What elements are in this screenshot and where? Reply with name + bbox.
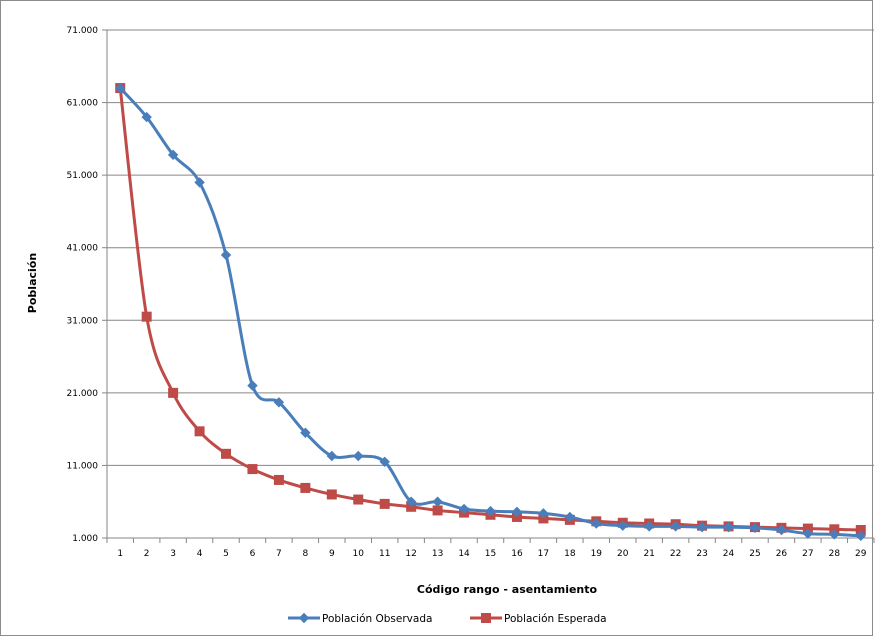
y-tick-label: 11.000 [67,461,99,471]
data-point [167,149,179,161]
x-tick-label: 28 [829,549,841,559]
legend: Población Observada Población Esperada [288,612,607,625]
legend-item-esperada: Población Esperada [470,613,607,625]
data-point [458,503,470,515]
y-axis-title: Población [26,253,39,313]
x-tick-labels: 1 2 3 4 5 6 7 8 9 10 11 12 13 14 15 16 17 18 19 20 21 22 23 24 2… [117,549,866,559]
x-tick-label: 21 [643,549,654,559]
data-point [353,494,364,505]
x-tick-label: 4 [197,549,203,559]
data-point [538,508,549,519]
data-point [115,82,126,94]
series-esperada [115,83,866,536]
x-tick-label: 23 [696,549,707,559]
y-tick-label: 21.000 [67,389,99,399]
data-point [221,448,232,459]
series-observada [115,82,866,542]
series-line [118,87,861,532]
x-axis-title: Código rango - asentamiento [417,583,598,596]
x-tick-label: 17 [538,549,549,559]
x-tick-label: 20 [617,549,629,559]
data-point [194,426,205,437]
gridlines [107,29,874,539]
data-point [696,521,708,533]
x-tick-label: 12 [405,549,416,559]
x-tick-label: 15 [485,549,496,559]
data-point [353,450,364,462]
x-tick-label: 14 [458,549,470,559]
data-point [141,111,152,123]
data-point [776,524,787,536]
data-point [379,456,390,468]
x-tick-label: 19 [591,549,603,559]
y-tick-label: 1.000 [72,534,98,544]
x-tick-label: 10 [353,549,365,559]
data-point [247,464,258,475]
data-point [723,521,734,533]
data-point [564,511,576,523]
data-point [485,505,496,517]
data-point [643,521,655,532]
data-point [432,496,443,507]
x-tick-label: 1 [117,549,123,559]
x-tick-label: 9 [329,549,335,559]
data-point [194,177,205,188]
x-tick-label: 27 [802,549,813,559]
data-point [749,522,761,534]
x-tick-label: 26 [776,549,788,559]
x-tick-label: 29 [855,549,867,559]
data-point [829,529,840,540]
data-point [802,528,814,539]
data-point [670,521,681,532]
legend-marker [298,612,310,624]
legend-item-observada: Población Observada [288,612,432,625]
x-tick-label: 18 [564,549,576,559]
series-group [115,82,866,542]
y-tick-label: 31.000 [67,316,99,326]
x-tick-label: 7 [276,549,282,559]
legend-label: Población Esperada [504,613,607,625]
data-point [432,505,443,516]
series-line [119,87,861,538]
data-point [326,450,338,462]
x-tick-label: 3 [170,549,176,559]
data-point [273,397,285,408]
legend-marker [481,613,491,623]
data-point [591,518,602,529]
y-tick-label: 71.000 [67,26,99,36]
y-tick-labels: 1.000 11.000 21.000 31.000 41.000 51.000 61.00… [67,26,99,544]
legend-label: Población Observada [322,613,432,625]
data-point [511,506,523,518]
x-tick-label: 16 [511,549,523,559]
x-tick-label: 2 [144,549,150,559]
data-point [855,530,866,542]
data-point [168,387,179,398]
data-point [617,520,628,531]
data-point [273,474,284,485]
data-point [300,427,311,438]
x-tick-label: 8 [302,549,308,559]
data-point [141,311,152,322]
data-point [247,380,258,391]
x-tick-label: 13 [432,549,443,559]
y-tick-label: 61.000 [67,99,99,109]
y-tick-label: 41.000 [67,244,99,254]
data-point [326,489,337,500]
x-tick-label: 25 [749,549,760,559]
data-point [220,249,232,261]
y-tick-label: 51.000 [67,171,99,181]
x-tick-label: 6 [250,549,256,559]
x-tick-label: 24 [723,549,735,559]
x-tick-label: 5 [223,549,229,559]
x-tick-label: 22 [670,549,681,559]
x-tick-label: 11 [379,549,390,559]
data-point [379,498,390,509]
data-point [300,482,311,493]
data-point [405,496,417,507]
axes [102,29,875,543]
